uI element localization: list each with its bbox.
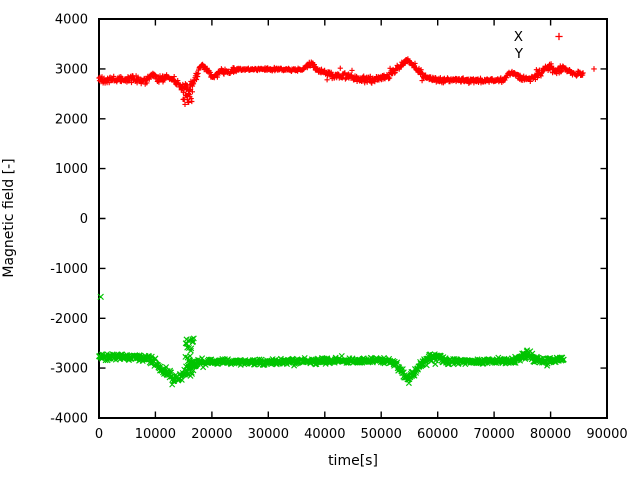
x-tick-label: 90000 [586, 427, 627, 442]
y-tick-label: -4000 [50, 412, 88, 427]
y-tick-label: 3000 [55, 62, 88, 77]
x-tick-label: 70000 [473, 427, 514, 442]
legend-label-Y: Y [514, 46, 524, 62]
x-tick-label: 50000 [361, 427, 402, 442]
y-tick-label: -1000 [50, 262, 88, 277]
x-axis-label: time[s] [328, 453, 378, 469]
y-tick-label: 0 [80, 212, 88, 227]
x-tick-label: 10000 [135, 427, 176, 442]
x-tick-label: 40000 [304, 427, 345, 442]
x-tick-label: 30000 [248, 427, 289, 442]
y-axis-label: Magnetic field [-] [1, 158, 17, 278]
series-Y-points [95, 293, 567, 388]
y-tick-label: 1000 [55, 162, 88, 177]
y-tick-label: -3000 [50, 362, 88, 377]
y-tick-label: 4000 [55, 13, 88, 28]
x-tick-label: 80000 [530, 427, 571, 442]
x-tick-label: 60000 [417, 427, 458, 442]
series-X-points [96, 56, 597, 107]
legend-marker-X [555, 32, 563, 41]
x-tick-label: 0 [95, 427, 103, 442]
y-tick-label: 2000 [55, 112, 88, 127]
legend-label-X: X [514, 29, 523, 45]
x-tick-label: 20000 [191, 427, 232, 442]
y-tick-label: -2000 [50, 312, 88, 327]
